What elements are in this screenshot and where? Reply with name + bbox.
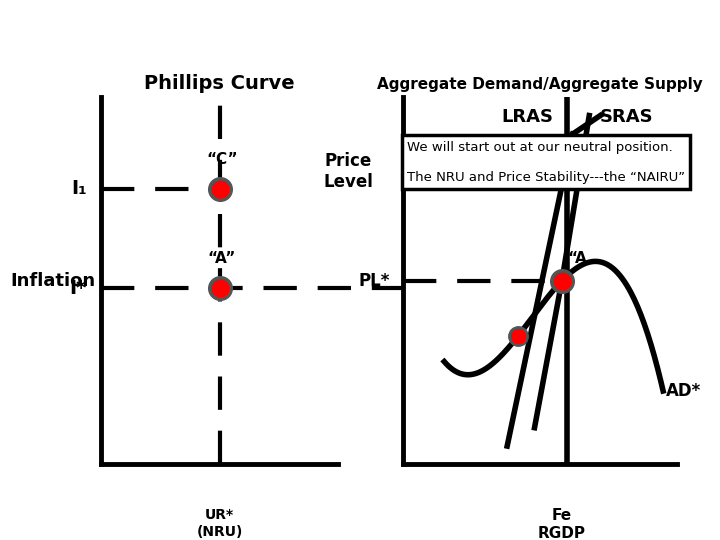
Title: Phillips Curve: Phillips Curve	[144, 74, 295, 93]
Text: I₁: I₁	[71, 179, 86, 199]
Text: AD*: AD*	[666, 382, 701, 400]
Text: UR*
(NRU): UR* (NRU)	[197, 509, 243, 539]
Text: SRAS: SRAS	[600, 108, 654, 126]
Text: “C”: “C”	[206, 152, 238, 167]
Text: Inflation: Inflation	[11, 272, 96, 290]
Title: Aggregate Demand/Aggregate Supply: Aggregate Demand/Aggregate Supply	[377, 77, 703, 92]
Text: We will start out at our neutral position.

The NRU and Price Stability---the “N: We will start out at our neutral positio…	[407, 140, 685, 184]
Text: PL*: PL*	[358, 272, 390, 290]
Text: LRAS: LRAS	[502, 108, 554, 126]
Text: Fe
RGDP: Fe RGDP	[538, 509, 586, 540]
Text: I*: I*	[69, 279, 86, 298]
Text: Price
Level: Price Level	[323, 152, 374, 191]
Text: “A: “A	[567, 251, 587, 266]
Text: “A”: “A”	[208, 251, 236, 266]
